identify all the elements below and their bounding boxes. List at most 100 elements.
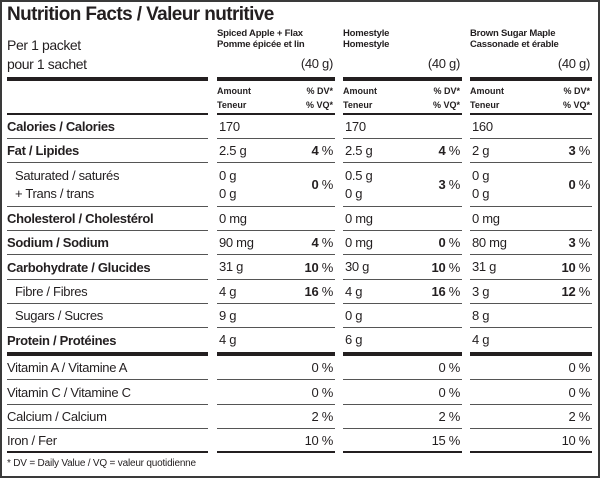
thick-rule — [470, 352, 592, 356]
thick-rule — [217, 352, 335, 356]
thick-rule — [470, 77, 592, 81]
amount-value: 0 g — [345, 307, 363, 323]
thick-rule — [343, 352, 462, 356]
vitamin-label: Calcium / Calcium — [7, 405, 208, 429]
dv-value: 10 — [431, 259, 446, 275]
amount-value: 31 g — [219, 259, 244, 274]
vitamin-dv-value: 0 % — [311, 384, 333, 400]
amount-value: 0 g — [219, 167, 237, 183]
product-name-fr: Homestyle — [343, 39, 390, 50]
amount-value: 2.5 g — [219, 142, 247, 158]
dv-value: 4 — [311, 235, 319, 250]
product-name: Brown Sugar Maple Cassonade et érable — [470, 28, 559, 50]
dv-value: 10 — [304, 259, 319, 275]
nutrient-value-cell: 0 mg 0 % — [343, 231, 462, 255]
rule — [217, 113, 335, 115]
table-title: Nutrition Facts / Valeur nutritive — [7, 4, 274, 25]
amount-value: 4 g — [219, 332, 237, 347]
amount-value: 0 mg — [219, 210, 247, 226]
nutrient-value-cell: 4 g — [470, 328, 592, 352]
vitamin-dv-cell: 2 % — [470, 405, 592, 429]
amount-value: 160 — [472, 118, 493, 134]
nutrient-row: Cholesterol / Cholestérol 0 mg 0 mg 0 mg — [0, 207, 592, 231]
nutrient-label: Sodium / Sodium — [7, 231, 208, 255]
dv-value: 0 — [568, 177, 576, 192]
percent-sign: % — [575, 177, 591, 192]
nutrient-value-cell: 8 g — [470, 304, 592, 328]
amount-value: 8 g — [472, 307, 490, 323]
percent-sign: % — [445, 259, 461, 275]
amount-value: 4 g — [345, 283, 363, 299]
amount-value: 31 g — [472, 259, 497, 274]
vitamin-dv-cell: 0 % — [470, 380, 592, 405]
percent-sign: % — [318, 259, 334, 275]
product-name-fr: Pomme épicée et lin — [217, 39, 305, 50]
nutrient-label-text: Sugars / Sucres — [15, 308, 103, 323]
vitamin-dv-cell: 10 % — [470, 429, 592, 453]
vitamin-dv-cell: 0 % — [217, 356, 335, 380]
vitamin-dv-value: 0 % — [568, 360, 590, 375]
thick-rule — [7, 352, 208, 356]
amount-value: 6 g — [345, 332, 363, 347]
dv-value: 3 — [568, 235, 576, 250]
nutrient-label-text: Calories / Calories — [7, 119, 115, 134]
nutrient-label-text: Saturated / saturés — [15, 167, 120, 183]
nutrient-row: Fat / Lipides 2.5 g 4 % 2.5 g 4 % 2 g 3 … — [0, 139, 592, 163]
nutrient-label: Fibre / Fibres — [7, 280, 208, 304]
product-name: Spiced Apple + Flax Pomme épicée et lin — [217, 28, 305, 50]
vq-label: % VQ* — [432, 100, 460, 110]
nutrient-value-cell: 4 g 16 % — [217, 280, 335, 304]
vitamin-dv-cell: 15 % — [343, 429, 462, 453]
amount-value: 170 — [219, 118, 240, 134]
amount-value: 2 g — [472, 142, 490, 158]
amount-value: 0 g — [472, 167, 490, 183]
nutrient-label-text: Protein / Protéines — [7, 332, 117, 348]
nutrient-value-cell: 6 g — [343, 328, 462, 352]
rule — [470, 113, 592, 115]
amount-value: 0 mg — [345, 210, 373, 226]
percent-sign: % — [445, 235, 461, 250]
dv-label: % DV* — [563, 86, 590, 96]
nutrient-label: Fat / Lipides — [7, 139, 208, 163]
nutrient-row: Sugars / Sucres 9 g 0 g 8 g — [0, 304, 592, 328]
nutrient-value-cell: 80 mg 3 % — [470, 231, 592, 255]
nutrient-row: Saturated / saturés + Trans / trans 0 g … — [0, 163, 592, 207]
nutrient-label: Cholesterol / Cholestérol — [7, 207, 208, 231]
vitamin-dv-value: 0 % — [438, 360, 460, 375]
serving-line-fr: pour 1 sachet — [7, 56, 87, 72]
percent-sign: % — [318, 177, 334, 192]
dv-value: 10 — [561, 259, 576, 275]
amount-value: 30 g — [345, 259, 370, 274]
vitamin-dv-value: 0 % — [438, 384, 460, 400]
dv-label: % DV* — [306, 86, 333, 96]
rule — [343, 113, 462, 115]
nutrient-value-cell: 90 mg 4 % — [217, 231, 335, 255]
amount-label: Amount — [470, 86, 504, 96]
rule — [7, 113, 208, 115]
thick-rule — [217, 77, 335, 81]
percent-sign: % — [318, 235, 334, 250]
nutrient-value-cell: 2.5 g 4 % — [343, 139, 462, 163]
nutrient-value-cell: 0 g 0 g 0 % — [470, 163, 592, 207]
column-header: Amount % DV* Teneur % VQ* — [217, 84, 335, 112]
product-name-en: Spiced Apple + Flax — [217, 28, 303, 39]
teneur-label: Teneur — [343, 100, 373, 110]
nutrient-row: Protein / Protéines 4 g 6 g 4 g — [0, 328, 592, 352]
serving-size: (40 g) — [300, 56, 333, 71]
vitamin-row: Vitamin A / Vitamine A 0 % 0 % 0 % — [0, 356, 592, 380]
nutrient-label-text: Fibre / Fibres — [15, 284, 88, 299]
vitamin-dv-cell: 0 % — [343, 380, 462, 405]
thick-rule — [7, 77, 208, 81]
nutrient-value-cell: 0 mg — [343, 207, 462, 231]
percent-sign: % — [318, 284, 334, 299]
serving-size: (40 g) — [427, 56, 460, 71]
nutrient-label-text: Sodium / Sodium — [7, 235, 109, 250]
percent-sign: % — [575, 284, 591, 299]
vitamin-row: Calcium / Calcium 2 % 2 % 2 % — [0, 405, 592, 429]
nutrient-label-text: Fat / Lipides — [7, 143, 79, 158]
serving-size: (40 g) — [557, 56, 590, 71]
vitamin-row: Vitamin C / Vitamine C 0 % 0 % 0 % — [0, 380, 592, 405]
nutrient-value-cell: 9 g — [217, 304, 335, 328]
nutrient-row: Carbohydrate / Glucides 31 g 10 % 30 g 1… — [0, 255, 592, 280]
nutrient-value-cell: 0 mg — [217, 207, 335, 231]
